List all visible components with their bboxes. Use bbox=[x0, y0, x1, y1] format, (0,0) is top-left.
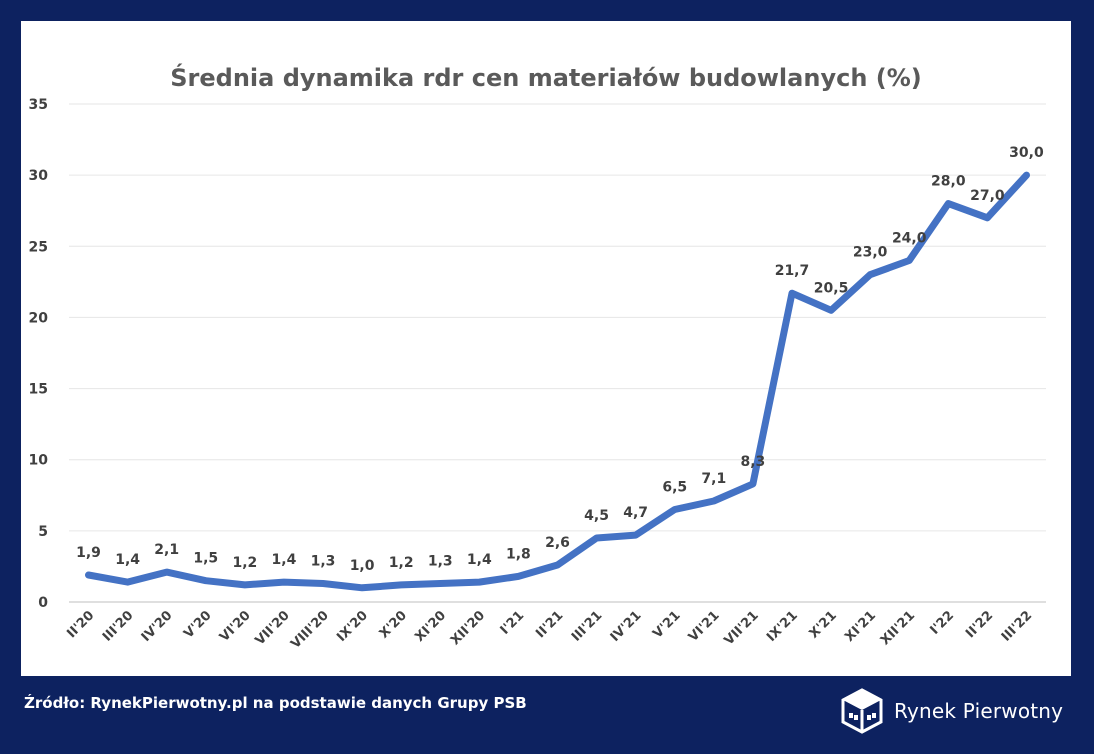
y-tick-label: 20 bbox=[29, 310, 49, 326]
data-point bbox=[984, 214, 991, 221]
chart-title: Średnia dynamika rdr cen materiałów budo… bbox=[170, 64, 922, 92]
brand-logo-icon bbox=[841, 688, 883, 734]
data-point bbox=[85, 571, 92, 578]
x-tick-label: XI'21 bbox=[842, 608, 879, 645]
data-label: 2,1 bbox=[154, 542, 179, 558]
data-label: 30,0 bbox=[1009, 145, 1044, 161]
data-point bbox=[593, 534, 600, 541]
x-tick-label: VIII'20 bbox=[288, 608, 332, 652]
data-label: 28,0 bbox=[931, 174, 966, 190]
data-point bbox=[867, 271, 874, 278]
brand: Rynek Pierwotny bbox=[840, 688, 1063, 734]
data-point bbox=[671, 506, 678, 513]
x-tick-label: XII'21 bbox=[878, 608, 918, 648]
x-tick-label: IV'20 bbox=[139, 608, 176, 645]
data-point bbox=[906, 257, 913, 264]
y-tick-label: 5 bbox=[38, 524, 48, 540]
data-label: 1,4 bbox=[467, 552, 492, 568]
y-tick-label: 30 bbox=[29, 168, 49, 184]
data-label: 1,0 bbox=[350, 558, 375, 574]
data-label: 1,2 bbox=[232, 555, 257, 571]
data-label: 4,5 bbox=[584, 508, 609, 524]
x-tick-label: VII'20 bbox=[253, 608, 293, 648]
data-point bbox=[280, 579, 287, 586]
data-point bbox=[515, 573, 522, 580]
data-label: 23,0 bbox=[853, 245, 888, 261]
data-label: 1,5 bbox=[193, 551, 218, 567]
x-tick-label: III'20 bbox=[100, 608, 136, 644]
chart-panel: Średnia dynamika rdr cen materiałów budo… bbox=[21, 21, 1071, 676]
source-text: Źródło: RynekPierwotny.pl na podstawie d… bbox=[24, 694, 527, 712]
brand-name: Rynek Pierwotny bbox=[894, 699, 1064, 723]
data-label: 2,6 bbox=[545, 535, 570, 551]
data-label: 1,9 bbox=[76, 545, 101, 561]
data-label: 1,4 bbox=[115, 552, 140, 568]
x-tick-label: V'20 bbox=[181, 608, 214, 641]
data-point bbox=[124, 579, 131, 586]
data-point bbox=[828, 307, 835, 314]
data-point bbox=[554, 562, 561, 569]
x-tick-label: IV'21 bbox=[608, 608, 645, 645]
data-point bbox=[320, 580, 327, 587]
x-tick-label: I'21 bbox=[498, 608, 528, 638]
data-point bbox=[749, 480, 756, 487]
series-line bbox=[85, 171, 1030, 592]
x-tick-label: III'21 bbox=[569, 608, 605, 644]
x-tick-label: III'22 bbox=[999, 608, 1035, 644]
data-point bbox=[788, 290, 795, 297]
x-tick-label: XII'20 bbox=[448, 608, 488, 648]
data-point bbox=[437, 580, 444, 587]
data-label: 1,8 bbox=[506, 546, 531, 562]
x-tick-label: I'22 bbox=[927, 608, 957, 638]
x-tick-label: XI'20 bbox=[412, 608, 449, 645]
x-tick-label: II'22 bbox=[963, 608, 996, 641]
data-label: 1,2 bbox=[389, 555, 414, 571]
data-label: 21,7 bbox=[775, 263, 810, 279]
data-point bbox=[202, 577, 209, 584]
data-point bbox=[163, 569, 170, 576]
data-point bbox=[710, 497, 717, 504]
data-label: 1,4 bbox=[272, 552, 297, 568]
data-label: 1,3 bbox=[311, 554, 336, 570]
x-tick-label: V'21 bbox=[650, 608, 683, 641]
x-tick-label: X'21 bbox=[807, 608, 840, 641]
data-point bbox=[1023, 172, 1030, 179]
x-tick-label: II'21 bbox=[533, 608, 566, 641]
data-point bbox=[632, 532, 639, 539]
data-point bbox=[945, 200, 952, 207]
data-point bbox=[241, 581, 248, 588]
data-label: 7,1 bbox=[701, 471, 726, 487]
data-label: 8,3 bbox=[740, 454, 765, 470]
data-label: 1,3 bbox=[428, 554, 453, 570]
y-tick-label: 10 bbox=[29, 453, 49, 469]
data-point bbox=[359, 584, 366, 591]
x-tick-label: VI'21 bbox=[686, 608, 723, 645]
x-tick-label: VI'20 bbox=[217, 608, 254, 645]
y-tick-label: 15 bbox=[29, 382, 48, 398]
data-label: 20,5 bbox=[814, 280, 849, 296]
y-tick-label: 35 bbox=[29, 97, 48, 113]
data-label: 4,7 bbox=[623, 505, 648, 521]
x-tick-label: IX'20 bbox=[334, 608, 371, 645]
data-label: 6,5 bbox=[662, 480, 687, 496]
x-tick-label: IX'21 bbox=[764, 608, 801, 645]
x-tick-label: VII'21 bbox=[722, 608, 762, 648]
data-point bbox=[398, 581, 405, 588]
y-tick-label: 25 bbox=[29, 239, 48, 255]
data-label: 27,0 bbox=[970, 188, 1005, 204]
x-tick-label: X'20 bbox=[377, 608, 410, 641]
y-tick-label: 0 bbox=[38, 595, 48, 611]
data-point bbox=[476, 579, 483, 586]
x-tick-label: II'20 bbox=[64, 608, 97, 641]
data-label: 24,0 bbox=[892, 231, 927, 247]
